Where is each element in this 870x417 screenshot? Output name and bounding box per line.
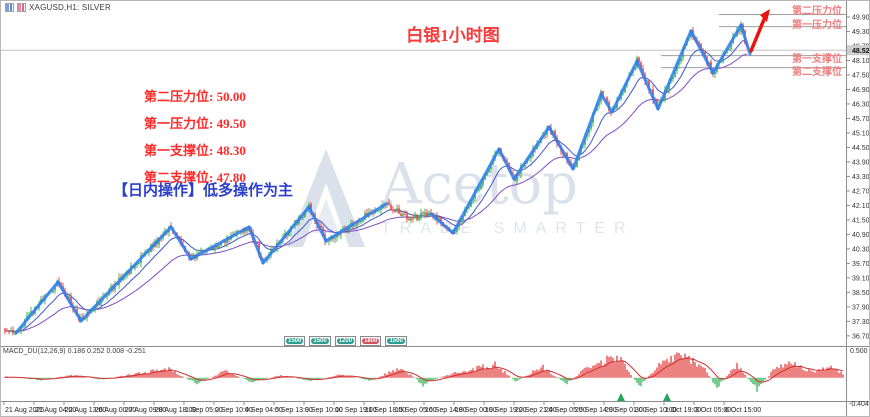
svg-text:39.70: 39.70 xyxy=(852,261,870,268)
svg-text:46.90: 46.90 xyxy=(852,87,870,94)
svg-text:38.50: 38.50 xyxy=(852,290,870,297)
svg-text:40.30: 40.30 xyxy=(852,246,870,253)
moving-average-lines xyxy=(5,40,748,332)
level-label-resistance-1: 第一压力位 xyxy=(792,20,842,31)
acetop-logo-icon xyxy=(287,149,365,247)
svg-text:10 Sep 19:00: 10 Sep 19:00 xyxy=(335,407,377,414)
annotation-resistance-2: 第二压力位: 50.00 xyxy=(144,89,246,104)
svg-text:21 Aug 04:00: 21 Aug 04:00 xyxy=(35,407,76,414)
svg-text:37.90: 37.90 xyxy=(852,304,870,311)
svg-text:24 Sep 05:00: 24 Sep 05:00 xyxy=(545,407,587,414)
svg-text:22 Sep 21:00: 22 Sep 21:00 xyxy=(515,407,557,414)
level-label-resistance-2: 第二压力位 xyxy=(792,6,842,17)
svg-text:25 Sep 14:00: 25 Sep 14:00 xyxy=(575,407,617,414)
svg-text:49.90: 49.90 xyxy=(852,14,870,21)
chart-titlebar: XAGUSD,H1: SILVER xyxy=(5,3,111,12)
level-label-support-2: 第二支撑位 xyxy=(792,67,842,78)
svg-text:28 Aug 18:00: 28 Aug 18:00 xyxy=(155,407,196,414)
svg-text:2 Sep 10:00: 2 Sep 10:00 xyxy=(215,407,253,414)
svg-text:44.50: 44.50 xyxy=(852,145,870,152)
svg-text:43.30: 43.30 xyxy=(852,174,870,181)
macd-indicator-label: MACD_DU(12,26,9) 0.186 0.252 0.008 -0.25… xyxy=(3,348,146,355)
svg-text:-0.404: -0.404 xyxy=(849,401,869,408)
svg-text:21 Aug 2025: 21 Aug 2025 xyxy=(5,407,44,414)
svg-text:9 Sep 10:00: 9 Sep 10:00 xyxy=(305,407,343,414)
svg-text:37.30: 37.30 xyxy=(852,319,870,326)
svg-text:5 Sep 13:00: 5 Sep 13:00 xyxy=(275,407,313,414)
svg-text:26 Aug 00:00: 26 Aug 00:00 xyxy=(95,407,136,414)
svg-text:43.90: 43.90 xyxy=(852,159,870,166)
svg-text:39.10: 39.10 xyxy=(852,275,870,282)
badge-2: 1200 xyxy=(334,336,357,346)
svg-text:40.90: 40.90 xyxy=(852,232,870,239)
annotation-resistance-1: 第一压力位: 49.50 xyxy=(144,116,246,131)
svg-text:16 Sep 14:00: 16 Sep 14:00 xyxy=(425,407,467,414)
chart-icon xyxy=(5,3,14,12)
svg-text:48.10: 48.10 xyxy=(852,58,870,65)
svg-text:1 Oct 19:00: 1 Oct 19:00 xyxy=(665,407,701,414)
svg-text:30 Sep 10:00: 30 Sep 10:00 xyxy=(635,407,677,414)
trendline-zigzag xyxy=(14,23,752,335)
svg-text:4 Sep 04:00: 4 Sep 04:00 xyxy=(245,407,283,414)
svg-text:22 Aug 13:00: 22 Aug 13:00 xyxy=(65,407,106,414)
svg-text:42.70: 42.70 xyxy=(852,188,870,195)
badge-4: 1500 xyxy=(385,336,407,346)
svg-text:45.10: 45.10 xyxy=(852,130,870,137)
indicator-icon xyxy=(17,3,26,12)
svg-text:6 Oct 15:00: 6 Oct 15:00 xyxy=(725,407,761,414)
forecast-arrow xyxy=(749,9,770,53)
svg-text:45.70: 45.70 xyxy=(852,116,870,123)
svg-text:42.10: 42.10 xyxy=(852,203,870,210)
svg-text:49.30: 49.30 xyxy=(852,29,870,36)
svg-text:0.500: 0.500 xyxy=(850,348,868,355)
chart-object-badges: 1500 1500 1200 1800 1500 xyxy=(284,336,407,346)
chart-heading: 白银1小时图 xyxy=(406,26,500,45)
badge-1: 1500 xyxy=(309,336,331,346)
svg-text:3 Oct 05:00: 3 Oct 05:00 xyxy=(695,407,731,414)
annotation-support-1: 第一支撑位: 48.30 xyxy=(144,143,246,158)
svg-text:11 Sep 18:00: 11 Sep 18:00 xyxy=(365,407,406,414)
svg-text:18 Sep 00:00: 18 Sep 00:00 xyxy=(455,407,497,414)
svg-text:27 Aug 09:00: 27 Aug 09:00 xyxy=(125,407,166,414)
svg-text:47.50: 47.50 xyxy=(852,72,870,79)
svg-text:19 Sep 19:00: 19 Sep 19:00 xyxy=(485,407,527,414)
svg-text:1 Sep 05:00: 1 Sep 05:00 xyxy=(185,407,223,414)
svg-text:46.30: 46.30 xyxy=(852,101,870,108)
svg-text:48.52: 48.52 xyxy=(852,48,870,55)
symbol-label: XAGUSD,H1: SILVER xyxy=(29,3,111,12)
svg-text:29 Sep 01:00: 29 Sep 01:00 xyxy=(605,407,647,414)
svg-text:41.50: 41.50 xyxy=(852,217,870,224)
svg-text:15 Sep 05:00: 15 Sep 05:00 xyxy=(395,407,437,414)
annotation-support-2: 第二支撑位: 47.80 xyxy=(144,170,246,185)
macd-panel xyxy=(4,352,844,401)
svg-text:36.70: 36.70 xyxy=(852,333,870,340)
level-label-support-1: 第一支撑位 xyxy=(792,54,842,65)
annotation-intraday-plan: 【日内操作】低多操作为主 xyxy=(113,183,294,199)
badge-3: 1800 xyxy=(360,336,382,346)
badge-0: 1500 xyxy=(284,336,306,346)
